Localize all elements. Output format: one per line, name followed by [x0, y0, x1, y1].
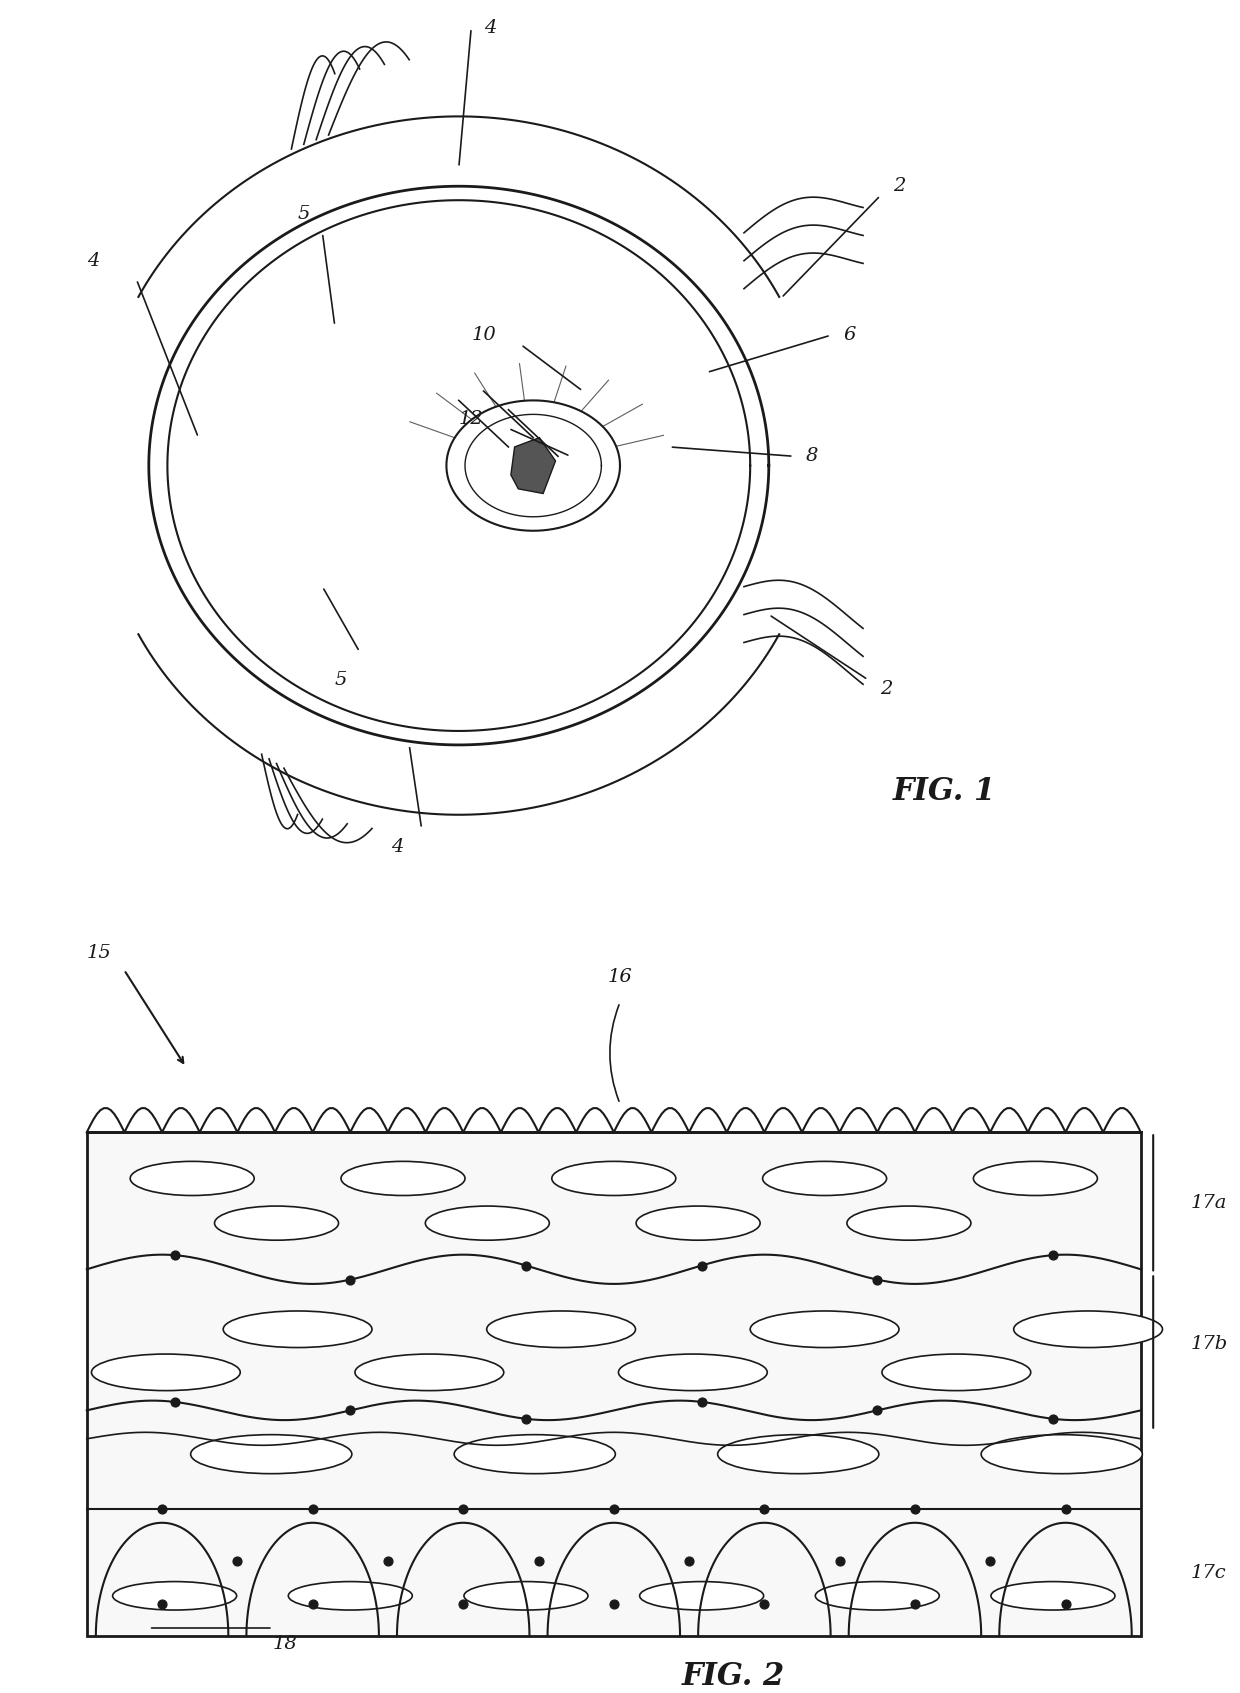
Text: 2: 2 — [893, 178, 905, 195]
Text: 2: 2 — [880, 681, 893, 698]
Point — [454, 1590, 474, 1617]
Point — [692, 1388, 712, 1415]
Point — [303, 1497, 322, 1524]
Point — [378, 1547, 398, 1574]
Ellipse shape — [486, 1310, 635, 1348]
Point — [153, 1590, 172, 1617]
Ellipse shape — [619, 1354, 768, 1390]
Text: 4: 4 — [484, 19, 496, 37]
Text: 12: 12 — [459, 410, 484, 428]
Ellipse shape — [991, 1581, 1115, 1610]
Text: 17b: 17b — [1190, 1334, 1228, 1353]
Point — [905, 1497, 925, 1524]
Point — [528, 1547, 548, 1574]
Polygon shape — [511, 437, 556, 494]
Text: 6: 6 — [843, 327, 856, 344]
Ellipse shape — [130, 1161, 254, 1195]
Ellipse shape — [973, 1161, 1097, 1195]
Point — [1043, 1405, 1063, 1432]
Point — [754, 1497, 774, 1524]
Ellipse shape — [223, 1310, 372, 1348]
Ellipse shape — [636, 1205, 760, 1241]
Ellipse shape — [341, 1161, 465, 1195]
Point — [1043, 1241, 1063, 1268]
Ellipse shape — [355, 1354, 503, 1390]
Text: 5: 5 — [298, 205, 310, 223]
Ellipse shape — [640, 1581, 764, 1610]
Ellipse shape — [718, 1434, 879, 1473]
Point — [830, 1547, 849, 1574]
Ellipse shape — [92, 1354, 241, 1390]
Ellipse shape — [464, 1581, 588, 1610]
Ellipse shape — [215, 1205, 339, 1241]
Bar — [87, 1133, 1141, 1635]
Point — [516, 1405, 536, 1432]
Point — [754, 1590, 774, 1617]
Ellipse shape — [763, 1161, 887, 1195]
Point — [165, 1388, 185, 1415]
Text: 4: 4 — [391, 838, 403, 857]
Point — [604, 1497, 624, 1524]
Point — [981, 1547, 1001, 1574]
Point — [340, 1397, 360, 1424]
Ellipse shape — [1013, 1310, 1163, 1348]
Ellipse shape — [981, 1434, 1142, 1473]
Point — [340, 1266, 360, 1293]
Ellipse shape — [750, 1310, 899, 1348]
Point — [905, 1590, 925, 1617]
Ellipse shape — [191, 1434, 352, 1473]
Point — [165, 1241, 185, 1268]
Ellipse shape — [425, 1205, 549, 1241]
Point — [868, 1397, 888, 1424]
Ellipse shape — [113, 1581, 237, 1610]
Point — [153, 1497, 172, 1524]
Point — [227, 1547, 247, 1574]
Ellipse shape — [552, 1161, 676, 1195]
Text: 17c: 17c — [1190, 1564, 1226, 1583]
Ellipse shape — [847, 1205, 971, 1241]
Text: 16: 16 — [608, 968, 632, 985]
Text: 4: 4 — [87, 252, 99, 269]
Text: FIG. 1: FIG. 1 — [893, 775, 996, 808]
Point — [604, 1590, 624, 1617]
Text: 17a: 17a — [1190, 1194, 1226, 1212]
Ellipse shape — [816, 1581, 940, 1610]
Point — [868, 1266, 888, 1293]
Text: 18: 18 — [273, 1635, 298, 1654]
Text: 8: 8 — [806, 447, 818, 466]
Point — [680, 1547, 699, 1574]
Ellipse shape — [882, 1354, 1030, 1390]
Ellipse shape — [288, 1581, 412, 1610]
Point — [1055, 1497, 1075, 1524]
Text: 10: 10 — [471, 327, 496, 344]
Text: 5: 5 — [335, 670, 347, 689]
Point — [454, 1497, 474, 1524]
Point — [692, 1251, 712, 1278]
Text: FIG. 2: FIG. 2 — [682, 1661, 785, 1693]
Point — [303, 1590, 322, 1617]
Ellipse shape — [454, 1434, 615, 1473]
Point — [516, 1251, 536, 1278]
Point — [1055, 1590, 1075, 1617]
Text: 15: 15 — [87, 945, 112, 963]
